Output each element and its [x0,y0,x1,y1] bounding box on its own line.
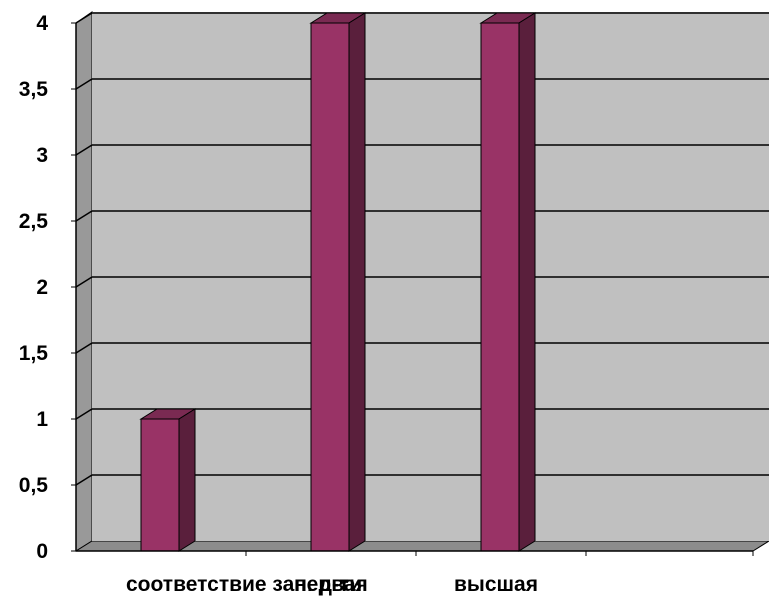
gridline [75,12,769,24]
gridline [75,408,769,420]
x-axis-categories: соответствие зан. д-ти первая высшая [126,573,538,596]
bar-side [178,408,196,552]
gridline [75,474,769,486]
y-axis-ticks: 0 0,5 1 1,5 2 2,5 3 3,5 4 [19,12,76,563]
y-tick-label: 2 [36,276,48,299]
gridlines [75,12,769,486]
y-tick-label: 4 [36,12,48,35]
bar-side [348,12,366,552]
bar [139,408,197,552]
bar-front [310,22,350,552]
x-category-label-2: первая [294,573,368,596]
x-category-label-3: высшая [454,573,538,596]
y-tick-label: 3 [36,144,48,167]
x-category-label-1: соответствие зан. д-ти [126,573,362,596]
y-tick-label: 2,5 [19,210,49,233]
y-tick-label: 0,5 [19,474,49,497]
bar [309,12,367,552]
bar-side [518,12,536,552]
y-tick-label: 0 [36,540,48,563]
bar-front [480,22,520,552]
y-tick-label: 1,5 [19,342,49,365]
bar [479,12,537,552]
gridline [75,276,769,288]
gridline [75,78,769,90]
bars [139,12,537,552]
y-tick-label: 3,5 [19,78,49,101]
bar-front [140,418,180,552]
gridline [75,210,769,222]
gridline [75,342,769,354]
y-tick-label: 1 [36,408,48,431]
gridline [75,144,769,156]
